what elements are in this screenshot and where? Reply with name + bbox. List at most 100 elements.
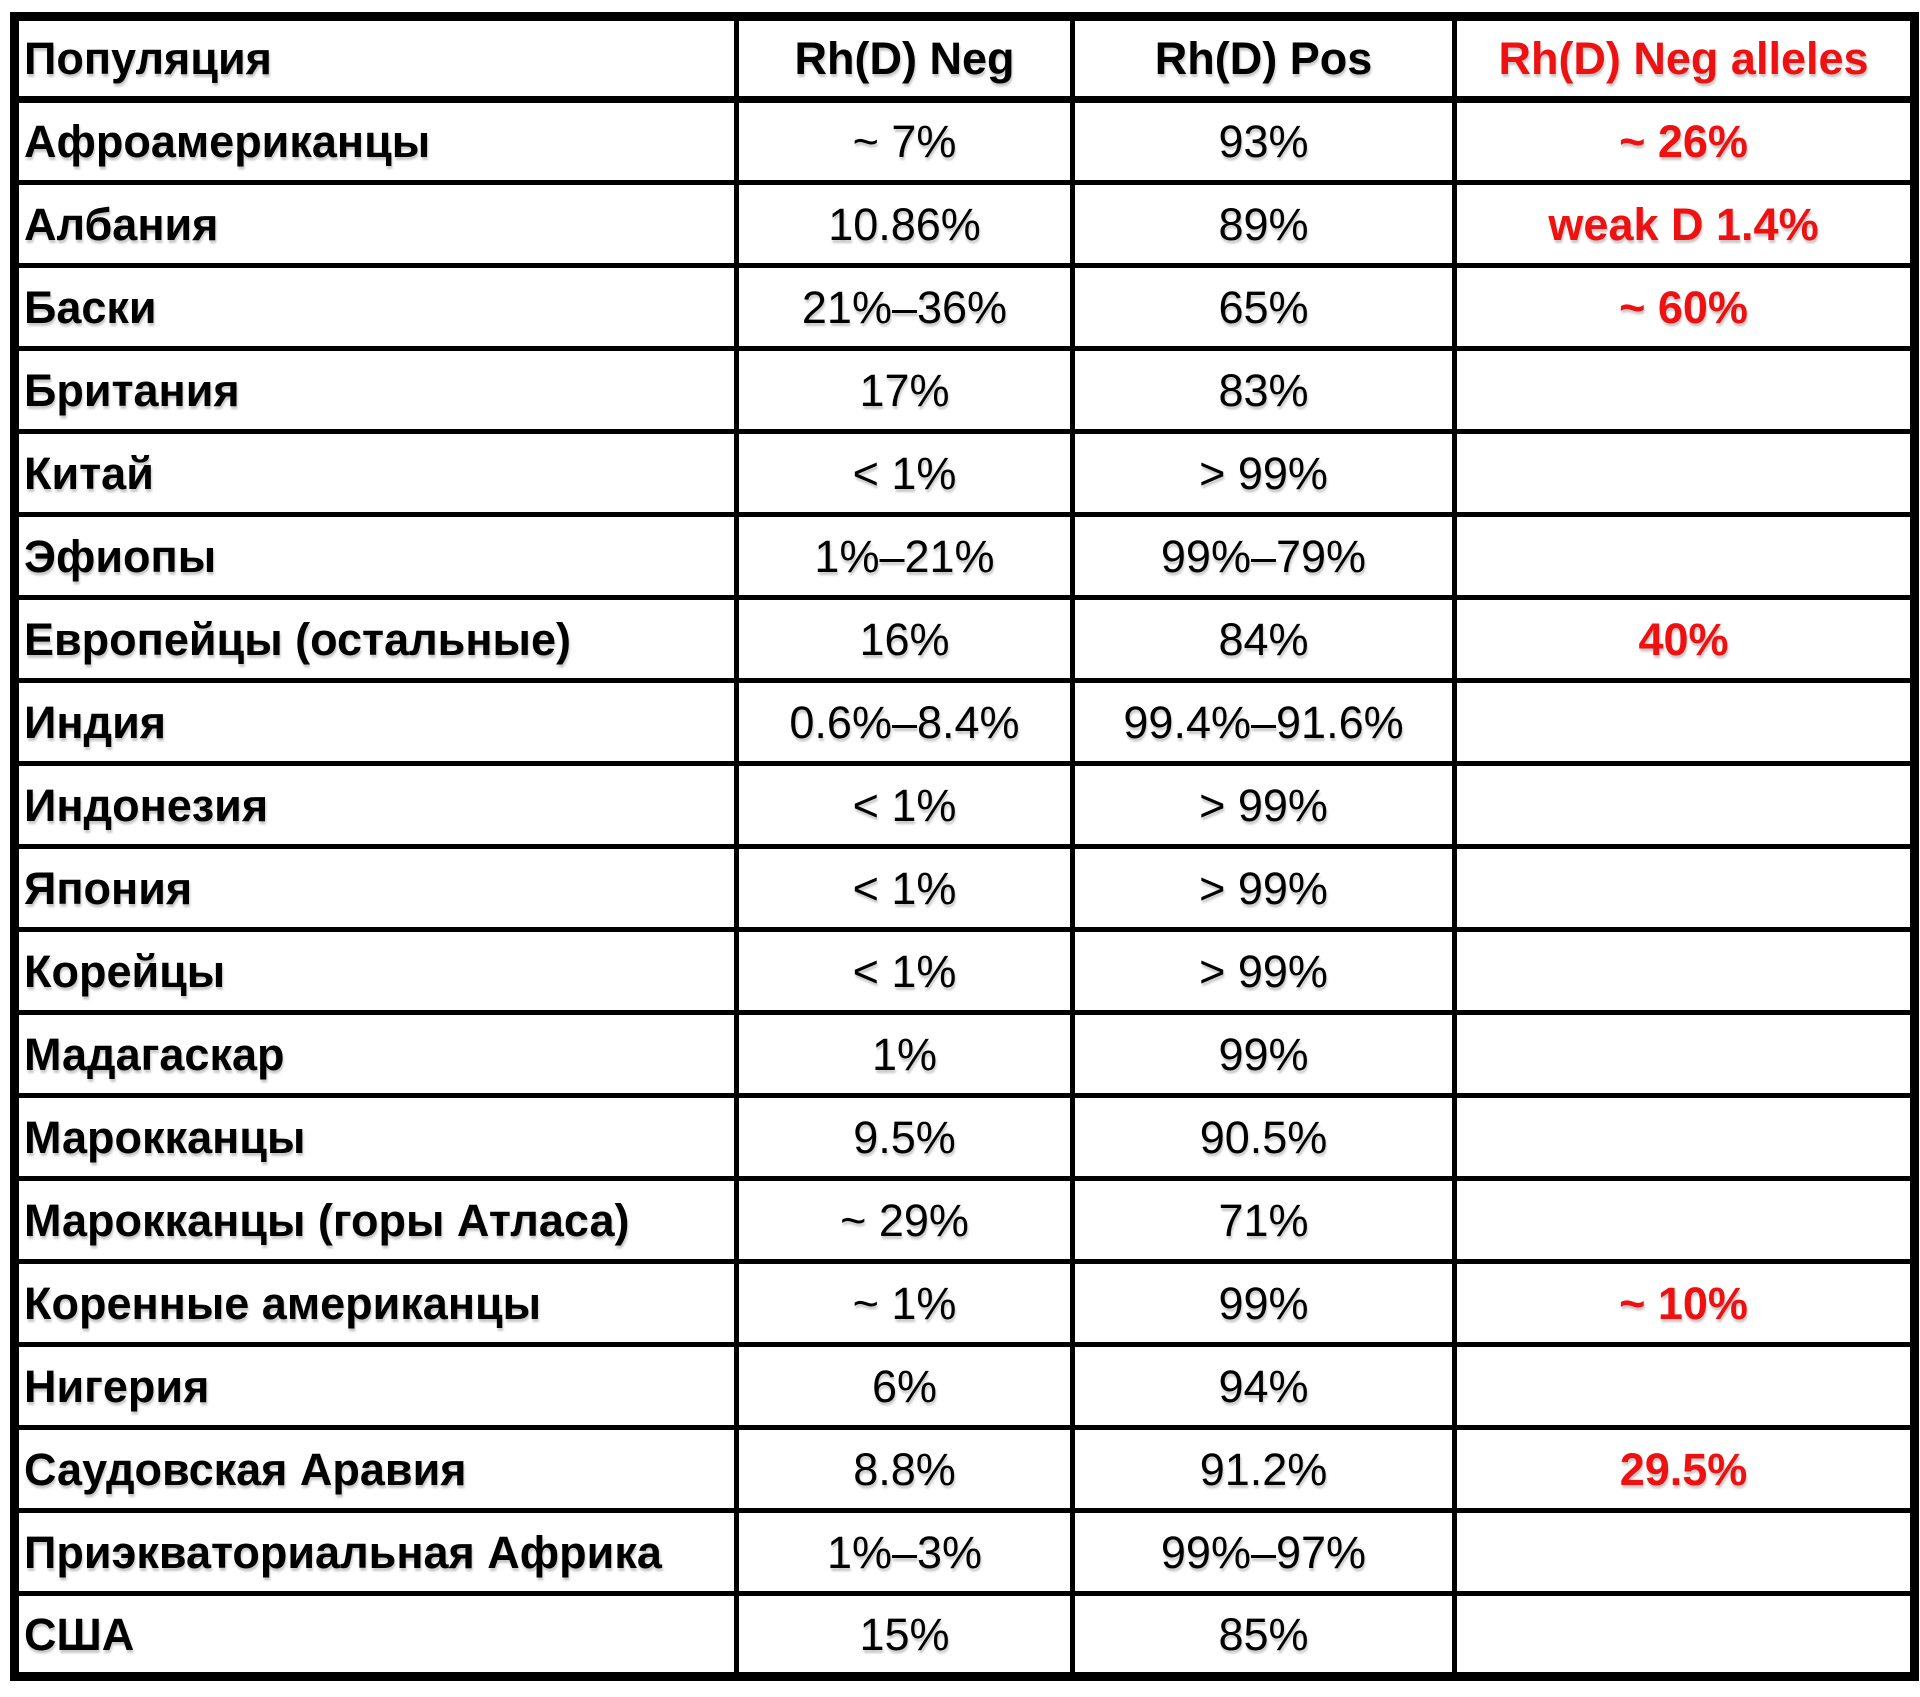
cell-rhd-neg-alleles — [1452, 927, 1917, 1015]
cell-rhd-neg-alleles — [1452, 678, 1917, 766]
cell-population: Афроамериканцы — [12, 97, 739, 185]
cell-rhd-neg: 10.86% — [734, 180, 1075, 268]
rh-distribution-table: Популяция Rh(D) Neg Rh(D) Pos Rh(D) Neg … — [10, 12, 1919, 1681]
header-rhd-neg: Rh(D) Neg — [734, 14, 1075, 103]
cell-rhd-neg-alleles — [1452, 346, 1917, 434]
cell-rhd-neg: ~ 29% — [734, 1176, 1075, 1264]
header-rhd-neg-alleles: Rh(D) Neg alleles — [1452, 14, 1917, 103]
cell-population: Саудовская Аравия — [12, 1425, 739, 1513]
cell-rhd-neg-alleles — [1452, 1342, 1917, 1430]
cell-rhd-pos: 91.2% — [1070, 1425, 1457, 1513]
cell-population: Британия — [12, 346, 739, 434]
cell-rhd-neg: 8.8% — [734, 1425, 1075, 1513]
cell-rhd-neg-alleles — [1452, 1093, 1917, 1181]
cell-rhd-pos: > 99% — [1070, 761, 1457, 849]
table-row: Индия 0.6%–8.4% 99.4%–91.6% — [12, 678, 1917, 766]
cell-rhd-pos: 94% — [1070, 1342, 1457, 1430]
cell-rhd-pos: > 99% — [1070, 844, 1457, 932]
cell-rhd-pos: 99% — [1070, 1259, 1457, 1347]
table-row: Корейцы < 1% > 99% — [12, 927, 1917, 1015]
cell-rhd-neg: < 1% — [734, 761, 1075, 849]
cell-population: Коренные американцы — [12, 1259, 739, 1347]
cell-population: Марокканцы (горы Атласа) — [12, 1176, 739, 1264]
cell-rhd-neg-alleles — [1452, 429, 1917, 517]
cell-rhd-neg: 1%–21% — [734, 512, 1075, 600]
table-row: Китай < 1% > 99% — [12, 429, 1917, 517]
cell-rhd-neg: 9.5% — [734, 1093, 1075, 1181]
cell-rhd-neg: ~ 7% — [734, 97, 1075, 185]
table-row: США 15% 85% — [12, 1591, 1917, 1679]
cell-rhd-pos: 89% — [1070, 180, 1457, 268]
cell-population: Эфиопы — [12, 512, 739, 600]
cell-population: США — [12, 1591, 739, 1679]
table-row: Афроамериканцы ~ 7% 93% ~ 26% — [12, 97, 1917, 185]
cell-rhd-pos: 85% — [1070, 1591, 1457, 1679]
cell-rhd-neg: < 1% — [734, 429, 1075, 517]
header-row: Популяция Rh(D) Neg Rh(D) Pos Rh(D) Neg … — [12, 14, 1917, 103]
cell-rhd-pos: 99% — [1070, 1010, 1457, 1098]
cell-rhd-pos: > 99% — [1070, 927, 1457, 1015]
table-row: Марокканцы 9.5% 90.5% — [12, 1093, 1917, 1181]
table-row: Албания 10.86% 89% weak D 1.4% — [12, 180, 1917, 268]
cell-rhd-neg-alleles — [1452, 761, 1917, 849]
table-row: Британия 17% 83% — [12, 346, 1917, 434]
table-row: Мадагаскар 1% 99% — [12, 1010, 1917, 1098]
cell-rhd-neg: 6% — [734, 1342, 1075, 1430]
cell-rhd-neg-alleles: weak D 1.4% — [1452, 180, 1917, 268]
cell-population: Приэкваториальная Африка — [12, 1508, 739, 1596]
cell-rhd-neg: 17% — [734, 346, 1075, 434]
table-row: Коренные американцы ~ 1% 99% ~ 10% — [12, 1259, 1917, 1347]
cell-rhd-neg-alleles — [1452, 512, 1917, 600]
cell-rhd-pos: 83% — [1070, 346, 1457, 434]
cell-rhd-neg: 16% — [734, 595, 1075, 683]
table-row: Саудовская Аравия 8.8% 91.2% 29.5% — [12, 1425, 1917, 1513]
cell-rhd-pos: 71% — [1070, 1176, 1457, 1264]
header-rhd-pos: Rh(D) Pos — [1070, 14, 1457, 103]
cell-rhd-neg-alleles: 29.5% — [1452, 1425, 1917, 1513]
table-row: Европейцы (остальные) 16% 84% 40% — [12, 595, 1917, 683]
cell-rhd-neg: < 1% — [734, 844, 1075, 932]
cell-rhd-pos: > 99% — [1070, 429, 1457, 517]
cell-rhd-neg-alleles — [1452, 1591, 1917, 1679]
cell-rhd-neg: 21%–36% — [734, 263, 1075, 351]
cell-rhd-pos: 99.4%–91.6% — [1070, 678, 1457, 766]
cell-rhd-neg-alleles: ~ 60% — [1452, 263, 1917, 351]
table-row: Индонезия < 1% > 99% — [12, 761, 1917, 849]
cell-rhd-neg-alleles — [1452, 1176, 1917, 1264]
cell-population: Индонезия — [12, 761, 739, 849]
cell-rhd-neg: 15% — [734, 1591, 1075, 1679]
cell-rhd-neg-alleles — [1452, 1508, 1917, 1596]
cell-rhd-neg-alleles — [1452, 1010, 1917, 1098]
cell-population: Китай — [12, 429, 739, 517]
header-population: Популяция — [12, 14, 739, 103]
cell-rhd-neg: < 1% — [734, 927, 1075, 1015]
cell-rhd-neg-alleles: ~ 26% — [1452, 97, 1917, 185]
table-row: Эфиопы 1%–21% 99%–79% — [12, 512, 1917, 600]
cell-rhd-pos: 93% — [1070, 97, 1457, 185]
cell-population: Албания — [12, 180, 739, 268]
cell-rhd-pos: 65% — [1070, 263, 1457, 351]
cell-rhd-neg-alleles — [1452, 844, 1917, 932]
cell-population: Индия — [12, 678, 739, 766]
cell-population: Европейцы (остальные) — [12, 595, 739, 683]
cell-rhd-neg: 1% — [734, 1010, 1075, 1098]
cell-population: Баски — [12, 263, 739, 351]
cell-rhd-neg-alleles: ~ 10% — [1452, 1259, 1917, 1347]
cell-population: Марокканцы — [12, 1093, 739, 1181]
cell-population: Япония — [12, 844, 739, 932]
cell-population: Нигерия — [12, 1342, 739, 1430]
table-row: Приэкваториальная Африка 1%–3% 99%–97% — [12, 1508, 1917, 1596]
cell-rhd-neg-alleles: 40% — [1452, 595, 1917, 683]
cell-rhd-neg: ~ 1% — [734, 1259, 1075, 1347]
cell-rhd-pos: 84% — [1070, 595, 1457, 683]
table-row: Марокканцы (горы Атласа) ~ 29% 71% — [12, 1176, 1917, 1264]
cell-population: Корейцы — [12, 927, 739, 1015]
cell-rhd-pos: 99%–79% — [1070, 512, 1457, 600]
table-row: Нигерия 6% 94% — [12, 1342, 1917, 1430]
cell-population: Мадагаскар — [12, 1010, 739, 1098]
table-row: Япония < 1% > 99% — [12, 844, 1917, 932]
cell-rhd-pos: 90.5% — [1070, 1093, 1457, 1181]
cell-rhd-neg: 0.6%–8.4% — [734, 678, 1075, 766]
cell-rhd-neg: 1%–3% — [734, 1508, 1075, 1596]
